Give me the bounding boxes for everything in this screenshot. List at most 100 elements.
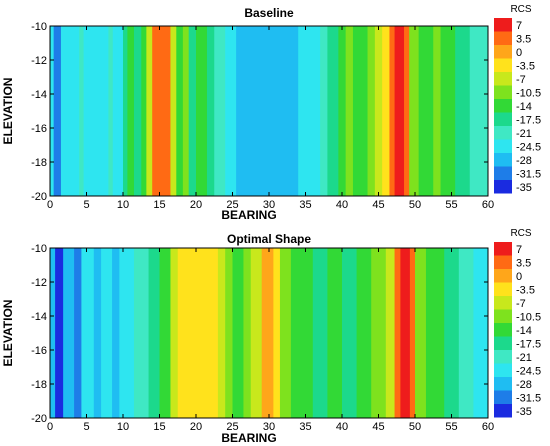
colorbar-swatch [494, 45, 512, 59]
contour-band [112, 26, 124, 196]
contour-band [320, 26, 328, 196]
contour-band [382, 26, 390, 196]
colorbar-label: -10.5 [516, 87, 541, 99]
contour-band [290, 248, 314, 418]
contour-band [394, 248, 401, 418]
contour-band [152, 26, 171, 196]
contour-band [206, 26, 215, 196]
chart-title: Optimal Shape [227, 232, 311, 246]
contour-band [327, 26, 339, 196]
colorbar-label: -17.5 [516, 338, 541, 350]
contour-band [279, 248, 292, 418]
contour-band [170, 26, 177, 196]
contour-band [389, 26, 395, 196]
x-tick-label: 35 [299, 421, 311, 433]
contour-band [385, 248, 395, 418]
colorbar-swatch [494, 99, 512, 113]
colorbar-label: 0 [516, 271, 522, 283]
contour-band [148, 248, 160, 418]
x-tick-label: 55 [445, 421, 457, 433]
contour-band [425, 248, 445, 418]
contour-band [83, 26, 109, 196]
x-tick-label: 20 [190, 421, 202, 433]
colorbar-swatch [494, 269, 512, 283]
colorbar-swatch [494, 31, 512, 45]
contour-band [170, 248, 179, 418]
contour-band [374, 26, 383, 196]
contour-band [458, 248, 474, 418]
x-tick-label: 5 [83, 421, 89, 433]
contour-band [345, 26, 354, 196]
contour-band [196, 26, 208, 196]
x-tick-label: 45 [372, 421, 384, 433]
x-axis-label: BEARING [221, 431, 276, 445]
colorbar-label: -10.5 [516, 311, 541, 323]
chart-title: Baseline [244, 6, 294, 20]
contour-band [225, 26, 237, 196]
contour-band [394, 26, 405, 196]
x-axis-label: BEARING [221, 208, 276, 222]
x-tick-label: 40 [336, 199, 348, 211]
contour-band [188, 26, 197, 196]
colorbar-swatch [494, 166, 512, 180]
colorbar-label: 7 [516, 244, 522, 256]
contour-band [236, 26, 299, 196]
x-tick-label: 15 [153, 421, 165, 433]
contour-band [50, 248, 56, 418]
x-tick-label: 10 [117, 199, 129, 211]
contour-band [112, 248, 120, 418]
x-tick-label: 40 [336, 421, 348, 433]
colorbar-swatch [494, 112, 512, 126]
colorbar-label: -28 [516, 379, 532, 391]
contour-band [469, 26, 489, 196]
contour-band [81, 248, 95, 418]
colorbar-label: -31.5 [516, 392, 541, 404]
colorbar-label: -24.5 [516, 365, 541, 377]
contour-band [176, 26, 184, 196]
contour-band [177, 248, 219, 418]
contour-band [123, 26, 128, 196]
y-tick-label: -16 [31, 123, 47, 135]
y-tick-label: -18 [31, 157, 47, 169]
colorbar-swatch [494, 139, 512, 153]
x-tick-label: 50 [409, 199, 421, 211]
contour-band [79, 26, 84, 196]
contour-band [433, 26, 441, 196]
x-tick-label: 55 [445, 199, 457, 211]
chart-panel-1: Baseline 0 5 10 15 20 25 30 35 40 45 50 55 60 -10 -12 -1… [1, 4, 541, 222]
y-tick-label: -10 [31, 243, 47, 255]
contour-band [119, 248, 135, 418]
colorbar-label: -24.5 [516, 141, 541, 153]
colorbar-label: -17.5 [516, 114, 541, 126]
contour-band [473, 248, 489, 418]
colorbar-swatch [494, 323, 512, 337]
contour-band [352, 26, 368, 196]
x-tick-label: 45 [372, 199, 384, 211]
x-tick-label: 30 [263, 199, 275, 211]
colorbar-label: -28 [516, 155, 532, 167]
y-tick-label: -18 [31, 379, 47, 391]
contour-band [146, 26, 153, 196]
y-tick-label: -20 [31, 191, 47, 203]
colorbar-label: -21 [516, 352, 532, 364]
contour-band [356, 248, 372, 418]
contour-bands [50, 26, 489, 196]
y-tick-label: -12 [31, 277, 47, 289]
contour-band [93, 248, 102, 418]
contour-band [342, 248, 357, 418]
colorbar-swatch [494, 404, 512, 418]
y-axis-label: ELEVATION [1, 78, 15, 145]
colorbar-label: -3.5 [516, 60, 535, 72]
contour-band [298, 26, 321, 196]
x-tick-label: 15 [153, 199, 165, 211]
y-tick-label: -14 [31, 311, 47, 323]
contour-band [440, 26, 456, 196]
x-tick-label: 60 [482, 199, 494, 211]
colorbar-swatch [494, 390, 512, 404]
colorbar-label: 3.5 [516, 33, 531, 45]
x-tick-label: 25 [226, 199, 238, 211]
colorbar-swatch [494, 309, 512, 323]
colorbar-swatch [494, 85, 512, 99]
colorbar-label: 7 [516, 20, 522, 32]
